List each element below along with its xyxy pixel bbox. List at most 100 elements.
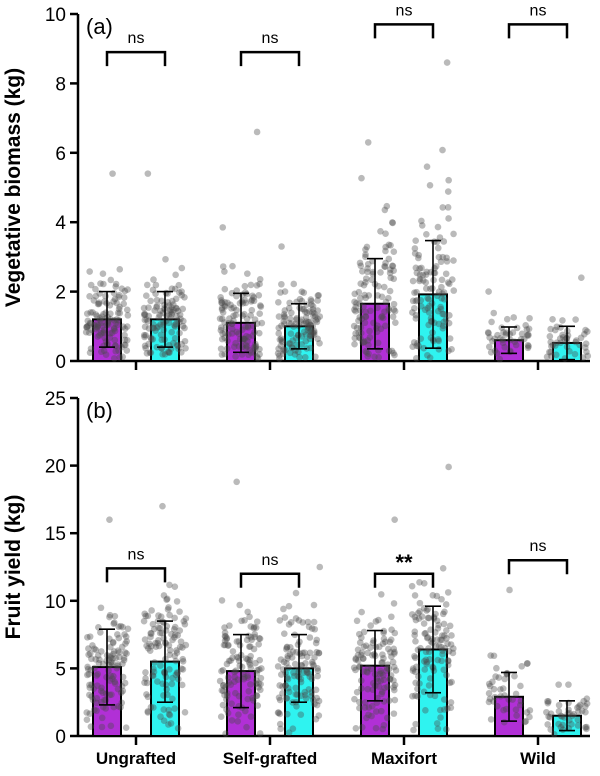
y-tick-label: 10 bbox=[45, 592, 66, 613]
data-point bbox=[218, 335, 226, 343]
data-point bbox=[98, 319, 105, 327]
data-point bbox=[385, 294, 392, 302]
data-point bbox=[226, 622, 233, 629]
data-point bbox=[275, 324, 283, 332]
data-point bbox=[89, 642, 96, 649]
data-point bbox=[389, 658, 397, 666]
data-point bbox=[301, 649, 308, 656]
data-point bbox=[358, 651, 365, 659]
data-point bbox=[366, 327, 373, 335]
data-point bbox=[351, 306, 358, 314]
data-point bbox=[284, 710, 291, 718]
data-point bbox=[107, 658, 115, 666]
data-point bbox=[246, 643, 253, 650]
data-point bbox=[84, 317, 92, 325]
data-point bbox=[363, 668, 371, 675]
data-point bbox=[287, 644, 294, 651]
data-point bbox=[244, 672, 251, 679]
data-point bbox=[525, 332, 532, 339]
data-point bbox=[233, 638, 241, 645]
data-point bbox=[556, 335, 564, 342]
data-point bbox=[433, 238, 441, 246]
data-point bbox=[283, 674, 291, 681]
data-point bbox=[109, 650, 117, 658]
data-point bbox=[420, 344, 428, 352]
data-point bbox=[228, 305, 235, 312]
data-point bbox=[555, 720, 562, 728]
data-point bbox=[411, 245, 419, 252]
data-point bbox=[419, 271, 427, 279]
data-point bbox=[305, 623, 313, 631]
data-point bbox=[91, 321, 98, 329]
data-point bbox=[411, 628, 419, 636]
data-point bbox=[107, 672, 114, 679]
data-point bbox=[181, 324, 188, 332]
data-point bbox=[243, 332, 250, 340]
data-point bbox=[286, 340, 294, 347]
data-point bbox=[424, 614, 432, 622]
data-point bbox=[383, 202, 391, 210]
data-point bbox=[559, 333, 567, 341]
data-point bbox=[221, 334, 228, 342]
data-point bbox=[432, 642, 440, 650]
data-point bbox=[385, 665, 393, 673]
data-point bbox=[145, 325, 153, 332]
data-point bbox=[157, 713, 164, 721]
data-point bbox=[430, 613, 438, 621]
data-point bbox=[485, 329, 492, 337]
data-point bbox=[231, 668, 238, 676]
data-point bbox=[439, 310, 446, 318]
data-point bbox=[141, 323, 149, 331]
data-point bbox=[114, 647, 122, 654]
data-point bbox=[364, 337, 372, 344]
data-point bbox=[120, 294, 128, 301]
data-point bbox=[298, 661, 305, 669]
data-point bbox=[147, 334, 155, 342]
data-point bbox=[232, 667, 240, 675]
data-point bbox=[574, 716, 582, 724]
data-point bbox=[230, 317, 237, 325]
data-point bbox=[155, 642, 163, 650]
data-point bbox=[93, 320, 101, 328]
data-point bbox=[174, 307, 182, 315]
data-point bbox=[90, 685, 97, 693]
data-point bbox=[160, 706, 168, 713]
data-point bbox=[223, 660, 231, 668]
data-point bbox=[143, 281, 151, 289]
data-point bbox=[255, 640, 263, 648]
data-point bbox=[418, 217, 425, 225]
data-point bbox=[513, 324, 521, 332]
data-point bbox=[553, 339, 561, 347]
data-point bbox=[93, 695, 101, 702]
data-point bbox=[219, 309, 227, 316]
data-point bbox=[444, 204, 452, 211]
data-point bbox=[302, 695, 310, 702]
data-point bbox=[180, 317, 187, 325]
data-point bbox=[252, 345, 259, 352]
data-point bbox=[233, 478, 240, 486]
data-point bbox=[307, 318, 314, 325]
data-point bbox=[423, 230, 430, 238]
data-point bbox=[290, 323, 297, 330]
data-point bbox=[521, 718, 529, 726]
data-point bbox=[303, 309, 311, 317]
data-point bbox=[221, 298, 229, 306]
data-point bbox=[98, 348, 105, 356]
data-point bbox=[391, 351, 398, 359]
data-point bbox=[311, 700, 318, 708]
data-point bbox=[559, 726, 567, 733]
data-point bbox=[285, 729, 293, 736]
data-point bbox=[424, 351, 431, 359]
data-point bbox=[241, 296, 248, 304]
data-point bbox=[145, 340, 152, 348]
data-point bbox=[388, 626, 395, 634]
data-point bbox=[383, 667, 390, 674]
data-point bbox=[517, 335, 525, 343]
data-point bbox=[500, 706, 507, 714]
data-point bbox=[275, 345, 282, 353]
data-point bbox=[98, 698, 105, 706]
data-point bbox=[121, 649, 129, 656]
data-point bbox=[100, 280, 107, 288]
data-point bbox=[107, 652, 114, 660]
data-point bbox=[306, 634, 314, 641]
